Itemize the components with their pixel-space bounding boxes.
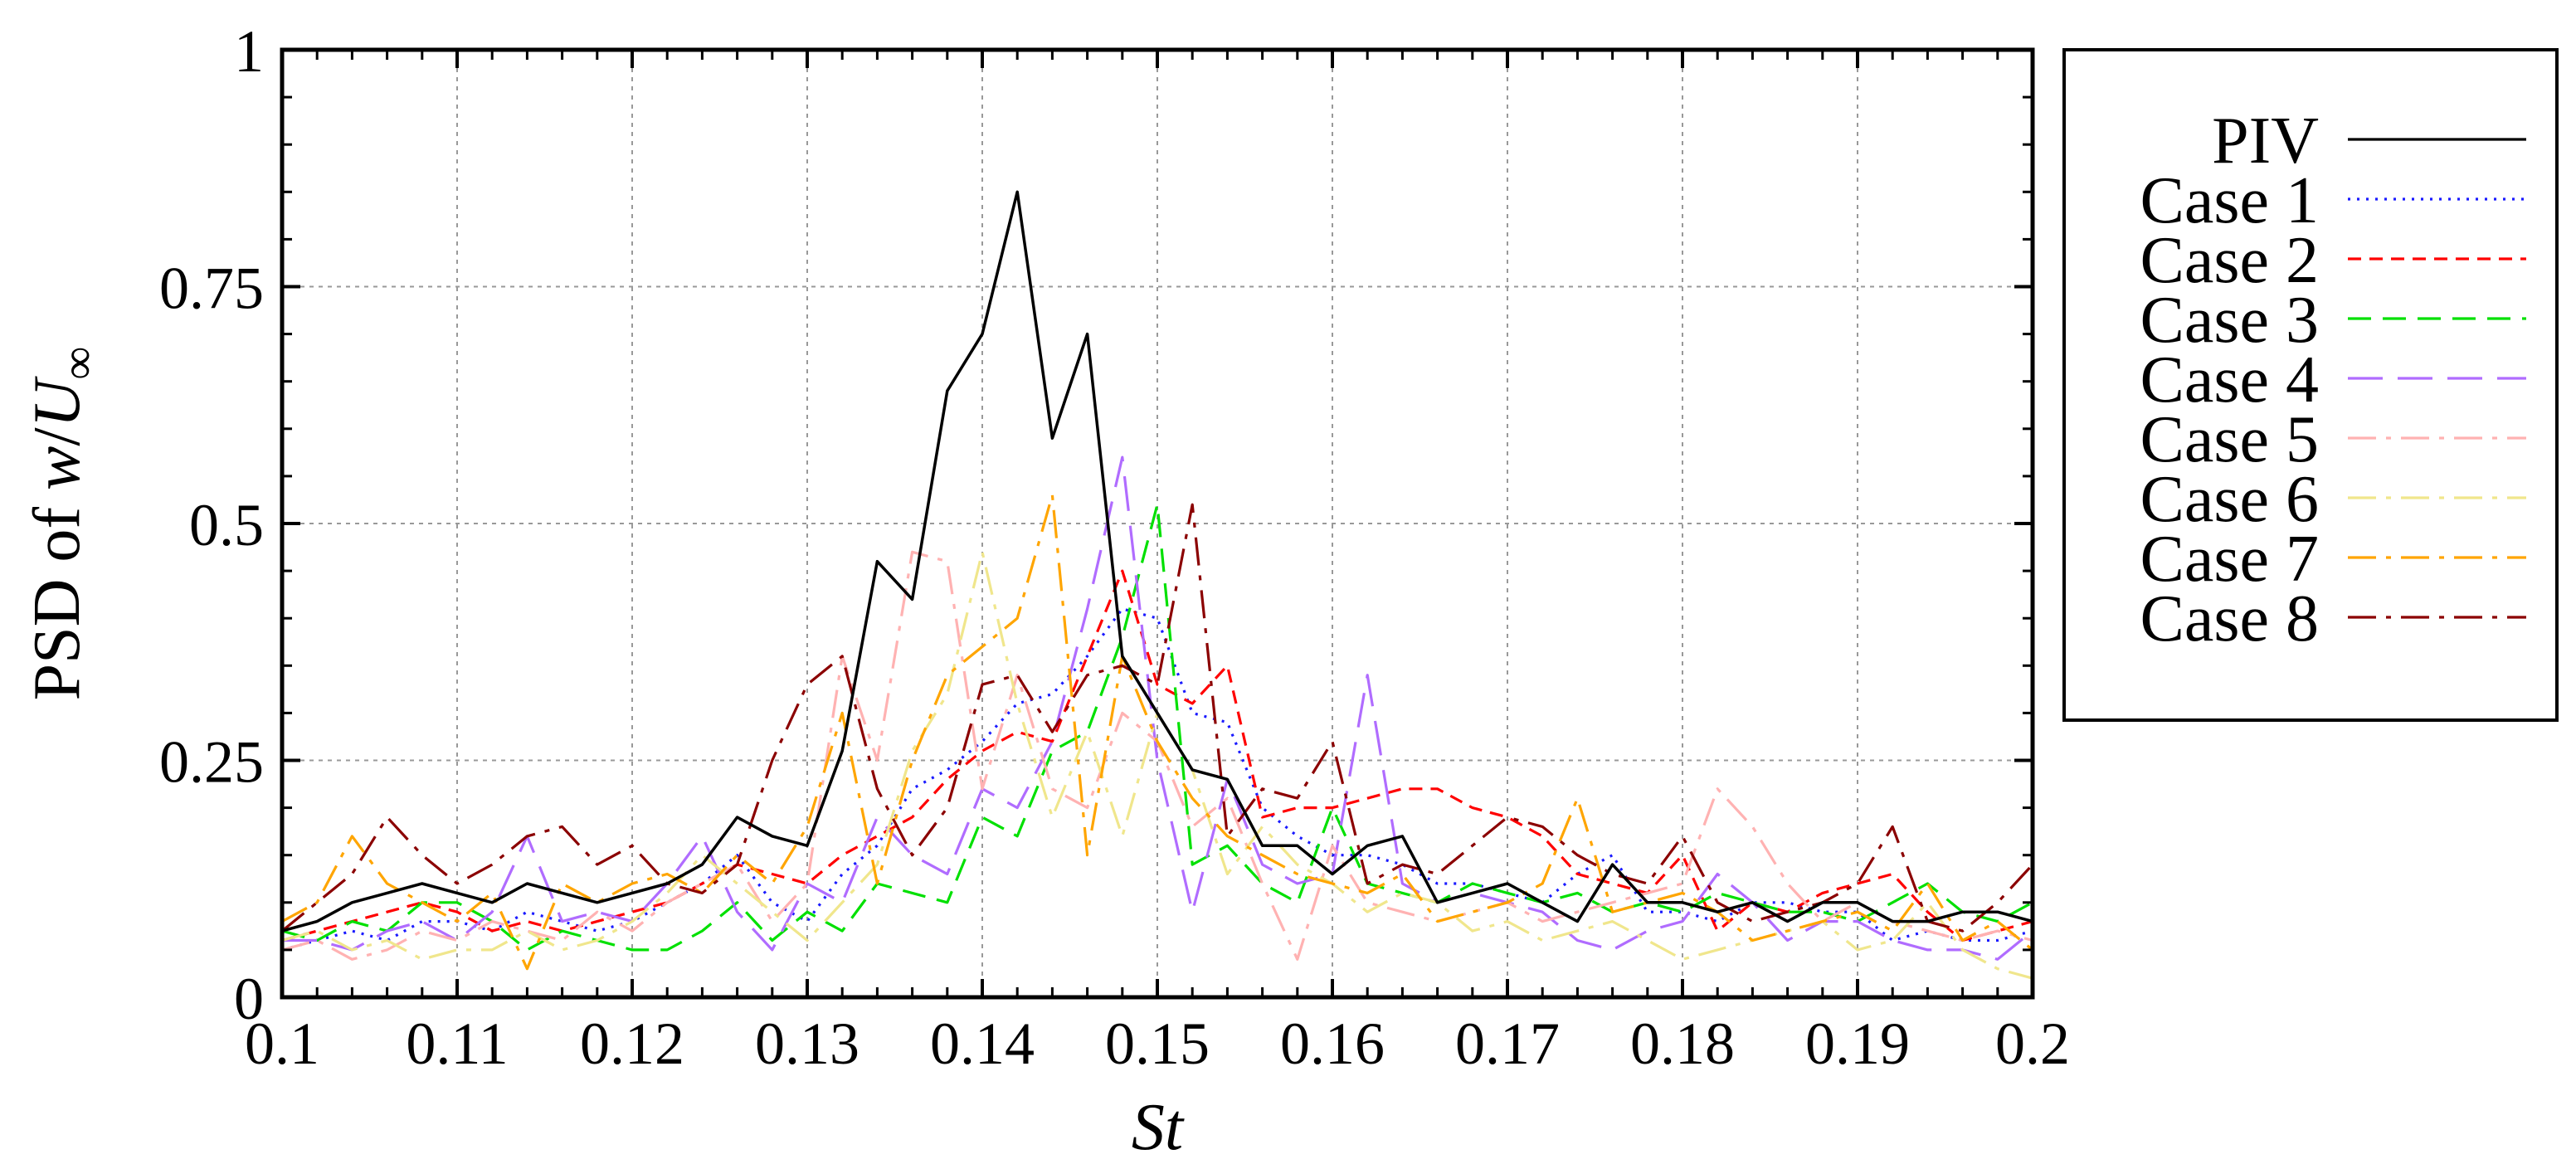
y-axis-label-var2: U	[21, 375, 94, 427]
legend-frame	[2062, 48, 2559, 722]
y-tick-label: 0.75	[159, 256, 264, 322]
legend-label-case-2: Case 2	[2140, 224, 2319, 297]
y-tick-label: 0.5	[189, 492, 264, 558]
legend-label-case-7: Case 7	[2140, 523, 2319, 596]
y-axis-label-prefix: PSD of	[21, 490, 94, 700]
legend-label-case-5: Case 5	[2140, 403, 2319, 476]
legend-label-case-1: Case 1	[2140, 164, 2319, 237]
x-tick-label: 0.13	[755, 1011, 859, 1077]
legend-label-case-8: Case 8	[2140, 582, 2319, 655]
legend-label-case-3: Case 3	[2140, 284, 2319, 357]
x-tick-label: 0.2	[1995, 1011, 2070, 1077]
y-tick-label: 1	[234, 18, 264, 85]
y-tick-labels: 0 0.25 0.5 0.75 1	[159, 18, 264, 1032]
y-axis-label-sub: ∞	[53, 347, 105, 380]
series-lines	[280, 190, 2034, 980]
y-tick-label: 0.25	[159, 729, 264, 796]
y-axis-label: PSD of w/U∞	[21, 347, 105, 701]
x-tick-labels: 0.1 0.11 0.12 0.13 0.14 0.15 0.16 0.17 0.18 0.19 0…	[245, 1011, 2070, 1077]
x-tick-label: 0.16	[1280, 1011, 1385, 1077]
x-tick-label: 0.11	[406, 1011, 508, 1077]
x-tick-label: 0.18	[1630, 1011, 1735, 1077]
x-tick-label: 0.12	[580, 1011, 684, 1077]
x-axis-label: St	[1132, 1091, 1185, 1164]
series-line-case-7	[281, 494, 2034, 971]
x-tick-label: 0.19	[1805, 1011, 1910, 1077]
legend-label-case-6: Case 6	[2140, 463, 2319, 536]
x-tick-label: 0.1	[245, 1011, 319, 1077]
x-tick-label: 0.15	[1105, 1011, 1210, 1077]
y-axis-label-slash: /	[21, 427, 94, 446]
tick-marks	[280, 48, 2034, 999]
grid-lines	[282, 50, 2033, 997]
y-tick-label: 0	[234, 966, 264, 1032]
x-tick-label: 0.14	[930, 1011, 1035, 1077]
x-tick-label: 0.17	[1455, 1011, 1560, 1077]
legend-label-piv: PIV	[2212, 105, 2319, 178]
series-line-case-3	[281, 503, 2033, 952]
series-line-case-2	[281, 569, 2033, 942]
series-line-case-4	[282, 455, 2034, 961]
series-line-piv	[281, 190, 2033, 933]
legend-label-case-4: Case 4	[2140, 343, 2319, 416]
y-axis-label-var: w	[21, 446, 94, 490]
series-line-case-8	[280, 503, 2034, 933]
